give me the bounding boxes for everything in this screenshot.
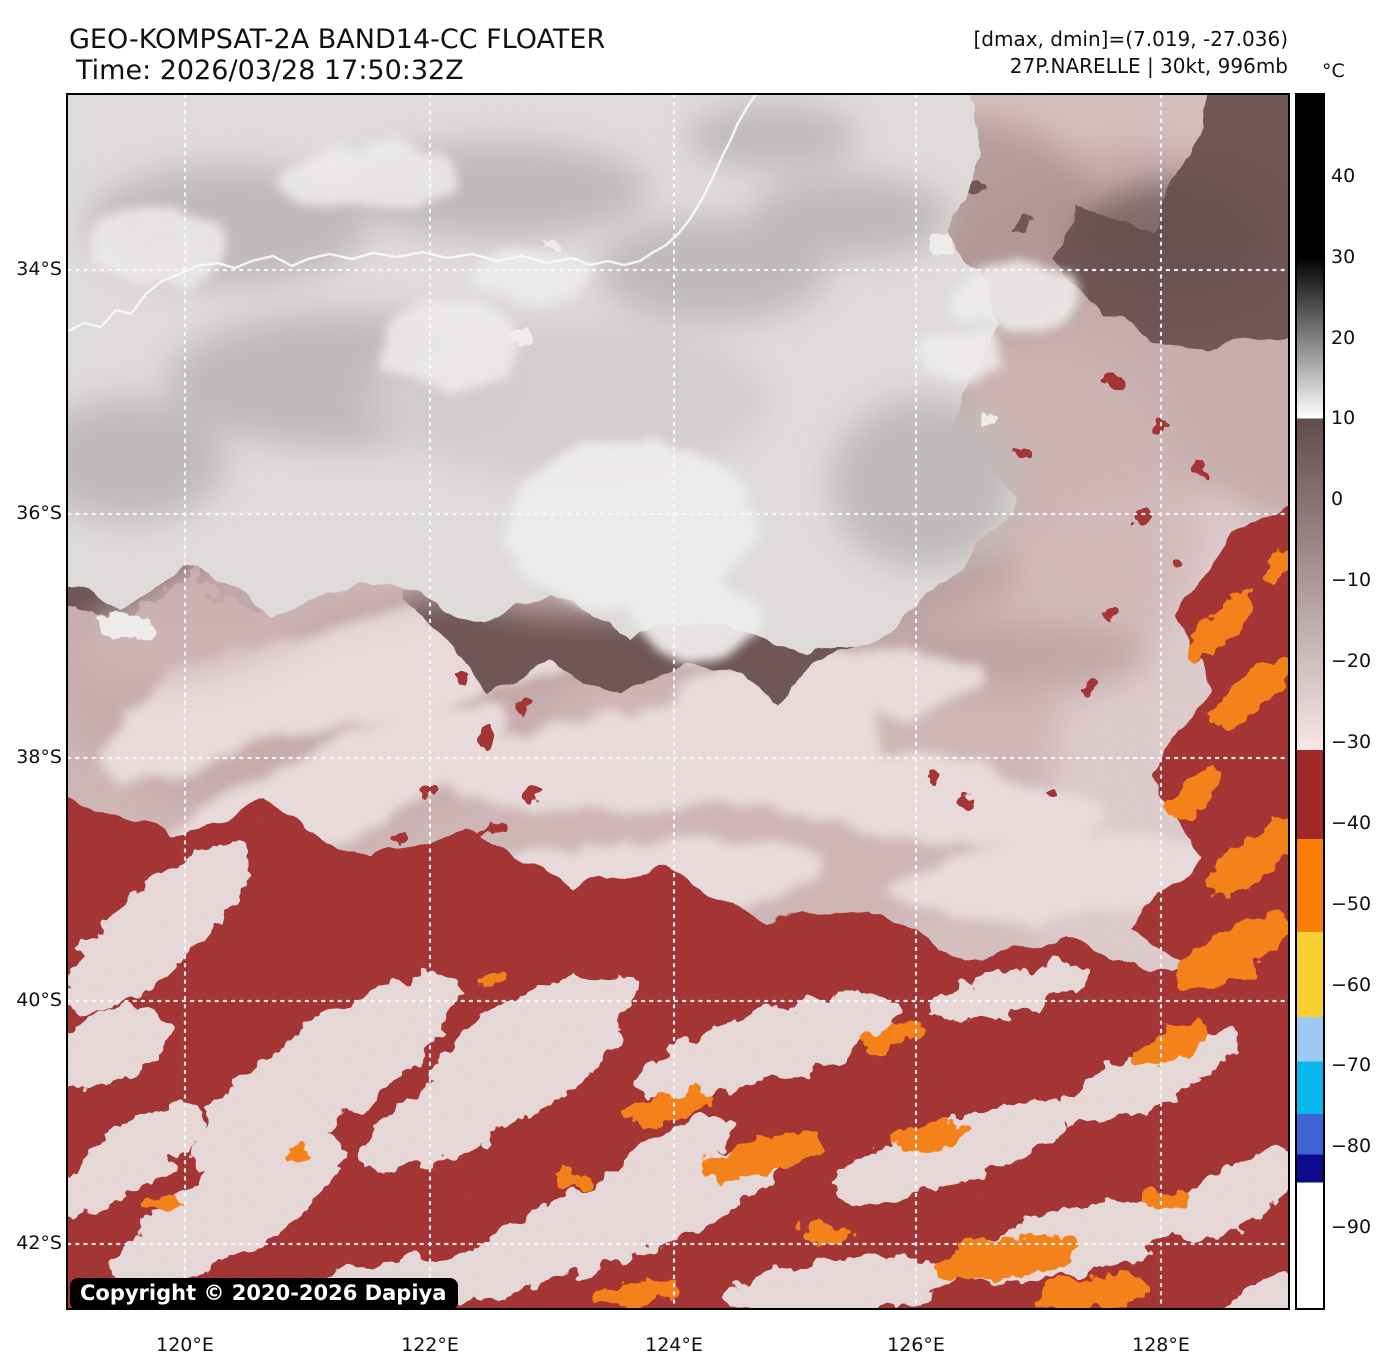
colorbar-tick-label: −80 [1331,1135,1372,1158]
colorbar-tick-label: −30 [1331,730,1372,753]
colorbar-tick-label: −20 [1331,650,1372,673]
noise-overlay [68,95,1288,1308]
colorbar-tick-label: −70 [1331,1054,1372,1077]
copyright-badge: Copyright © 2020-2026 Dapiya [70,1278,459,1310]
storm-annotation: 27P.NARELLE | 30kt, 996mb [1009,54,1288,78]
satellite-imagery [68,95,1288,1308]
temperature-colorbar [1295,93,1325,1310]
colorbar-tick-label: −60 [1331,973,1372,996]
colorbar-unit-label: °C [1322,60,1345,82]
lon-tick-label: 122°E [401,1334,459,1356]
colorbar-tick-label: 40 [1331,164,1356,187]
satellite-map: Copyright © 2020-2026 Dapiya [66,93,1290,1310]
annotation-block: [dmax, dmin]=(7.019, -27.036) 27P.NARELL… [973,26,1288,80]
lon-tick-label: 124°E [645,1334,703,1356]
lat-tick-label: 36°S [16,502,62,524]
timestamp-line: Time: 2026/03/28 17:50:32Z [76,55,464,86]
colorbar-tick-label: 20 [1331,326,1356,349]
colorbar-tick-label: −50 [1331,892,1372,915]
lon-tick-label: 126°E [887,1334,945,1356]
lat-tick-label: 38°S [16,746,62,768]
colorbar-tick-label: 30 [1331,245,1356,268]
lat-tick-label: 42°S [16,1232,62,1254]
lat-tick-label: 40°S [16,989,62,1011]
lon-tick-label: 128°E [1132,1334,1190,1356]
dmax-dmin-annotation: [dmax, dmin]=(7.019, -27.036) [973,27,1288,51]
colorbar-tick-label: 10 [1331,407,1356,430]
lat-tick-label: 34°S [16,258,62,280]
lon-tick-label: 120°E [156,1334,214,1356]
colorbar-tick-label: 0 [1331,488,1344,511]
page-title: GEO-KOMPSAT-2A BAND14-CC FLOATER [69,24,606,55]
colorbar-tick-label: −10 [1331,569,1372,592]
colorbar-tick-label: −90 [1331,1216,1372,1239]
colorbar-tick-label: −40 [1331,811,1372,834]
